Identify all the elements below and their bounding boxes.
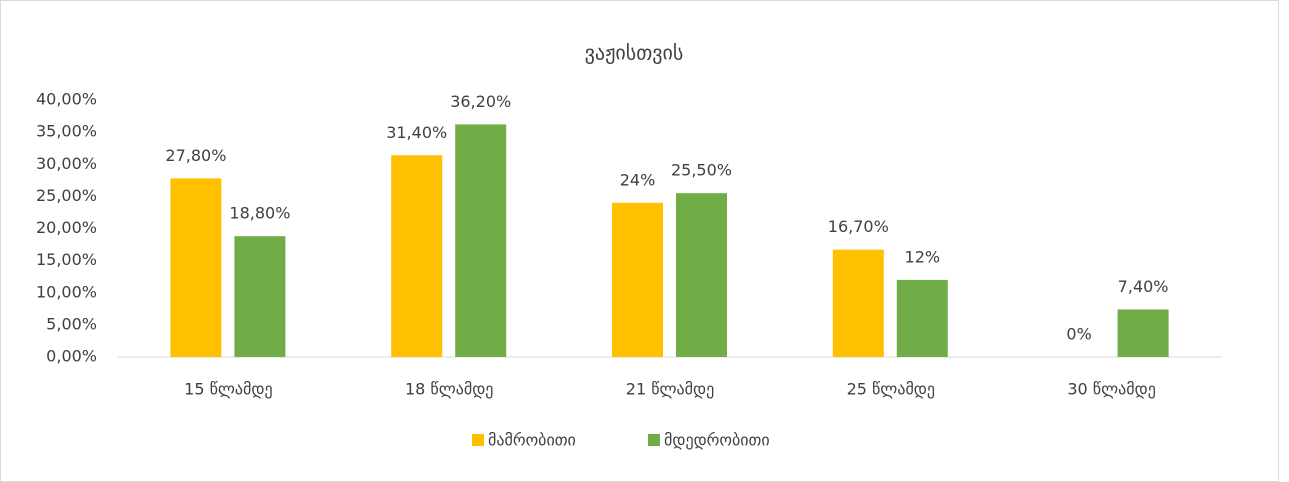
y-tick-label: 35,00%	[36, 122, 97, 141]
y-tick-label: 40,00%	[36, 90, 97, 109]
bar	[455, 124, 507, 357]
bar	[170, 178, 222, 357]
y-tick-label: 25,00%	[36, 186, 97, 205]
y-tick-label: 20,00%	[36, 218, 97, 237]
x-tick-label: 30 წლამდე	[1067, 380, 1155, 399]
y-tick-label: 30,00%	[36, 154, 97, 173]
value-label: 18,80%	[229, 204, 290, 223]
x-tick-label: 21 წლამდე	[626, 380, 714, 399]
x-tick-label: 18 წლამდე	[405, 380, 493, 399]
value-label: 36,20%	[450, 92, 511, 111]
value-label: 16,70%	[828, 217, 889, 236]
legend-swatch	[648, 434, 660, 446]
value-label: 25,50%	[671, 161, 732, 180]
bar	[1117, 309, 1169, 357]
value-label: 27,80%	[165, 146, 226, 165]
legend-label: მამრობითი	[488, 431, 576, 450]
value-label: 0%	[1066, 325, 1091, 344]
value-label: 7,40%	[1118, 277, 1169, 296]
y-tick-label: 0,00%	[46, 347, 97, 366]
chart-title: ვაჟისთვის	[585, 41, 684, 65]
value-label: 31,40%	[386, 123, 447, 142]
bar	[676, 193, 727, 357]
bar	[612, 202, 663, 357]
y-tick-label: 15,00%	[36, 250, 97, 269]
y-tick-label: 5,00%	[46, 314, 97, 333]
bar	[234, 236, 286, 357]
x-tick-label: 25 წლამდე	[847, 380, 935, 399]
legend-label: მდედრობითი	[664, 431, 770, 450]
bar	[896, 279, 948, 357]
bar	[391, 155, 443, 357]
legend-swatch	[472, 434, 484, 446]
bar	[832, 249, 884, 357]
value-label: 24%	[620, 170, 656, 189]
value-label: 12%	[905, 247, 941, 266]
x-tick-label: 15 წლამდე	[184, 380, 272, 399]
y-tick-label: 10,00%	[36, 282, 97, 301]
